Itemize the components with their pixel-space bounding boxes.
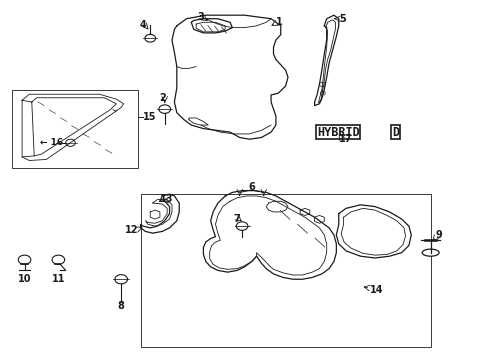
Text: 10: 10 — [18, 274, 31, 284]
Text: 1: 1 — [275, 17, 282, 27]
Bar — [140, 194, 430, 347]
Text: 13: 13 — [160, 194, 173, 204]
Text: 5: 5 — [338, 14, 345, 24]
Text: HYBRID: HYBRID — [316, 126, 359, 139]
Text: 2: 2 — [159, 94, 165, 103]
Text: 4: 4 — [139, 20, 146, 30]
Text: 17: 17 — [338, 134, 351, 144]
Text: 11: 11 — [52, 274, 65, 284]
Text: 8: 8 — [118, 301, 124, 311]
Text: 6: 6 — [248, 182, 255, 192]
Text: D: D — [391, 126, 398, 139]
Text: ← 16: ← 16 — [40, 138, 63, 147]
Bar — [12, 90, 138, 168]
Text: 14: 14 — [369, 285, 383, 295]
Text: 7: 7 — [233, 214, 240, 224]
Text: 3: 3 — [197, 12, 204, 22]
Text: 9: 9 — [435, 230, 441, 240]
Text: 15: 15 — [142, 112, 156, 122]
Ellipse shape — [421, 249, 438, 256]
Text: 12: 12 — [124, 225, 138, 235]
